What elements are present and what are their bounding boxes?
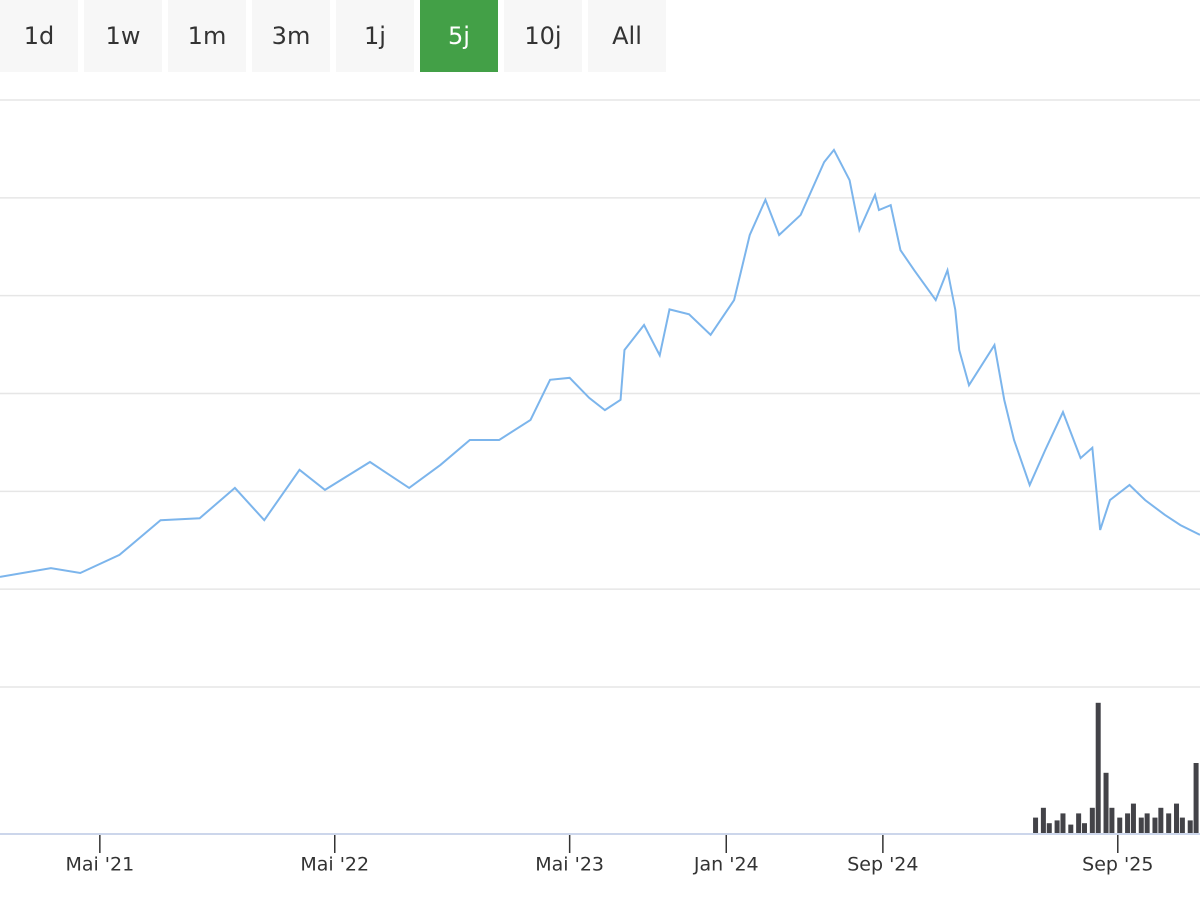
volume-bar [1076, 813, 1082, 833]
volume-bar [1193, 763, 1199, 833]
volume-bar [1095, 702, 1101, 833]
volume-bar [1144, 813, 1150, 833]
volume-bar [1179, 817, 1185, 833]
price-line [0, 148, 1200, 578]
range-button[interactable]: All [588, 0, 666, 72]
volume-bar [1089, 807, 1095, 833]
range-selector: 1d 1w 1m 3m 1j 5j 10j All [0, 0, 672, 72]
range-button[interactable]: 10j [504, 0, 582, 72]
volume-bar [1054, 820, 1060, 833]
volume-bar [1187, 820, 1193, 833]
volume-bar [1152, 817, 1158, 833]
volume-bar [1068, 824, 1074, 833]
x-tick-label: Mai '21 [65, 854, 134, 876]
volume-bar [1046, 823, 1052, 833]
range-button[interactable]: 3m [252, 0, 330, 72]
range-button[interactable]: 1j [336, 0, 414, 72]
x-tick-label: Sep '24 [847, 854, 918, 876]
range-button[interactable]: 1w [84, 0, 162, 72]
volume-bar [1125, 813, 1131, 833]
volume-bar [1103, 772, 1109, 833]
x-tick-label: Jan '24 [693, 854, 759, 876]
range-button[interactable]: 5j [420, 0, 498, 72]
x-tick-label: Mai '23 [535, 854, 604, 876]
volume-bar [1060, 813, 1066, 833]
x-tick-label: Sep '25 [1082, 854, 1153, 876]
volume-bar [1138, 817, 1144, 833]
volume-bar [1174, 803, 1180, 833]
x-tick-label: Mai '22 [300, 854, 369, 876]
volume-bar [1040, 807, 1046, 833]
volume-bar [1166, 813, 1172, 833]
volume-bar [1130, 803, 1136, 833]
range-button[interactable]: 1d [0, 0, 78, 72]
volume-bar [1109, 807, 1115, 833]
volume-bar [1033, 817, 1039, 833]
volume-bar [1158, 807, 1164, 833]
range-button[interactable]: 1m [168, 0, 246, 72]
volume-bar [1117, 817, 1123, 833]
volume-bar [1082, 823, 1088, 833]
